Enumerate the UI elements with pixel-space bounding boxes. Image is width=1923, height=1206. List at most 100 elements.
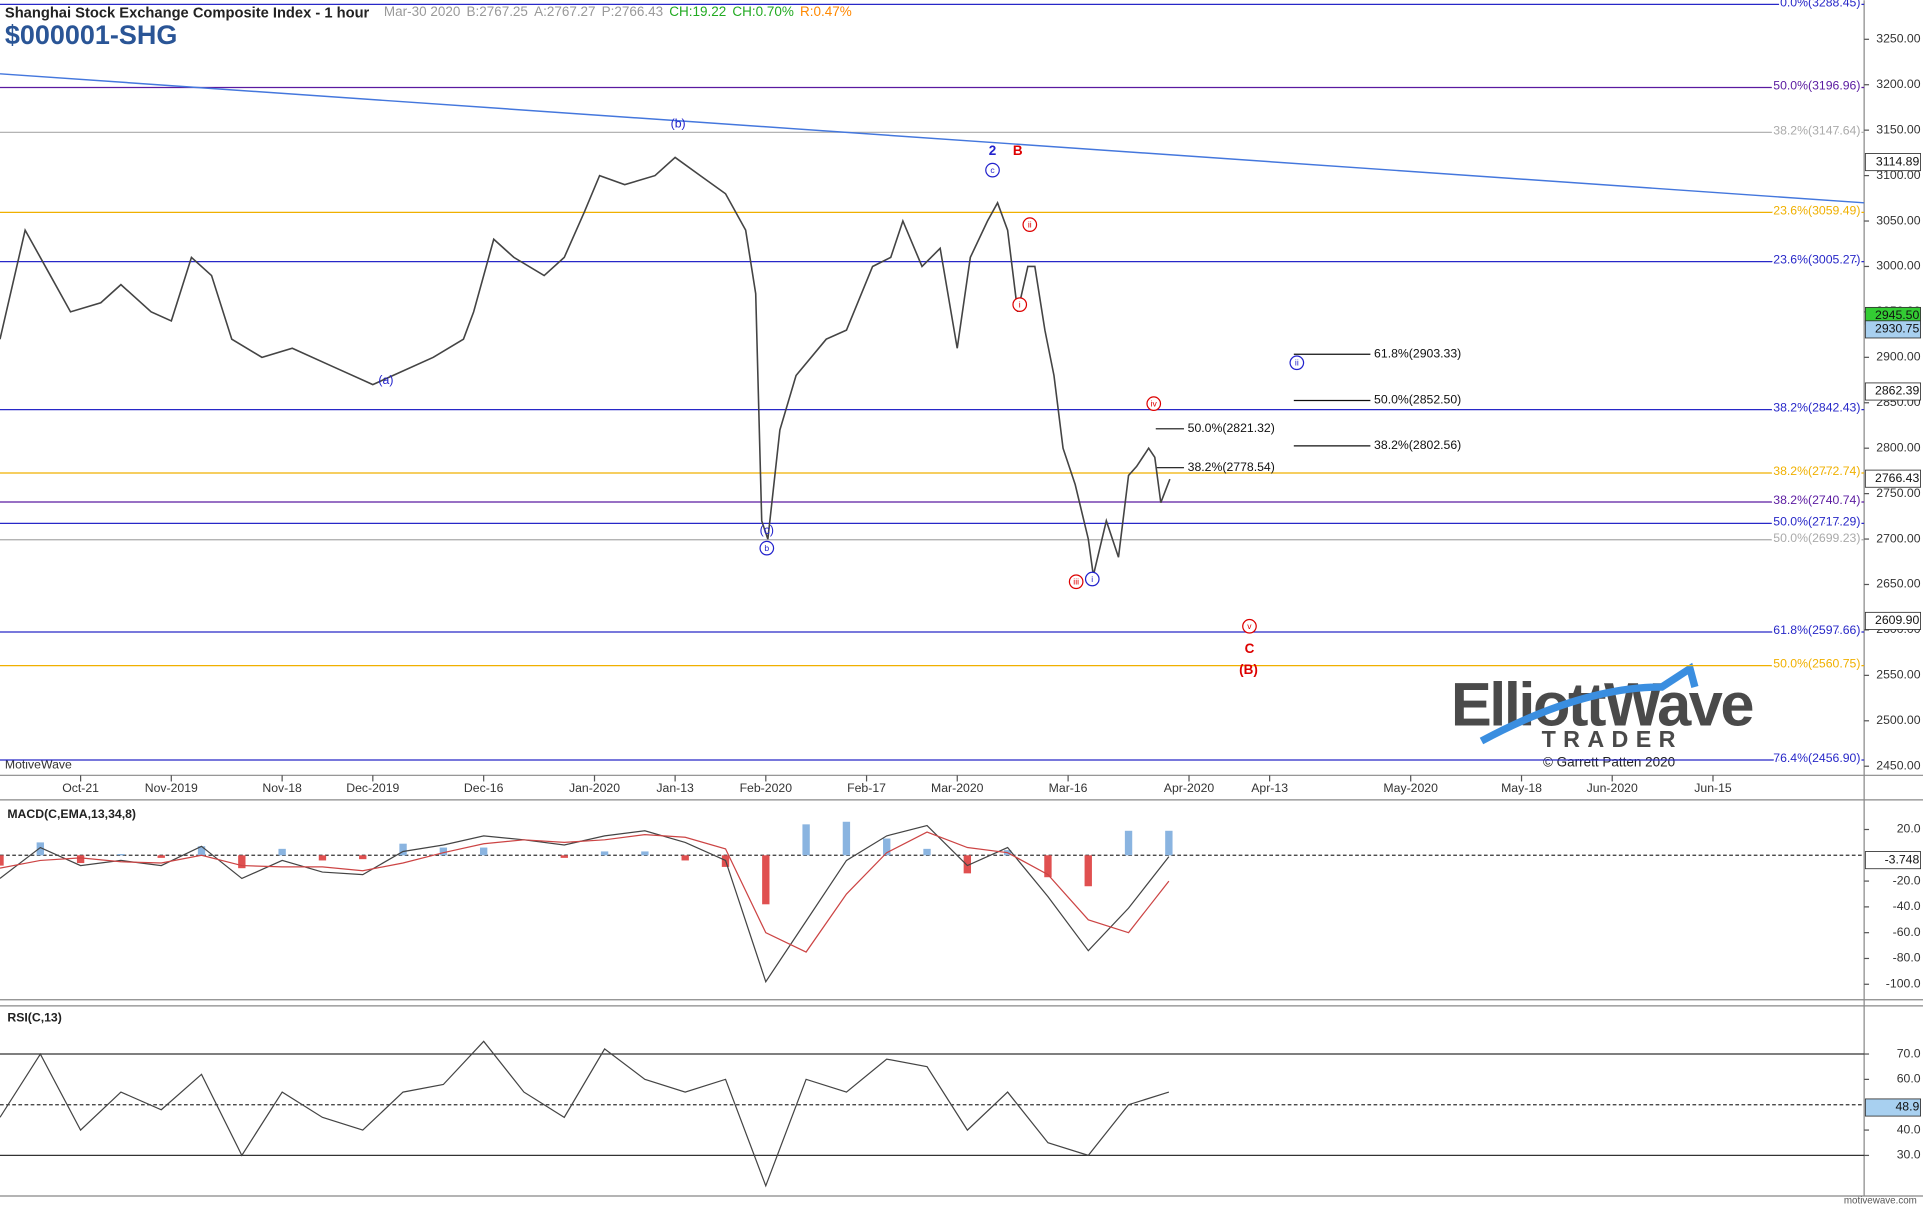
x-tick-label: Dec-2019 — [346, 781, 399, 795]
wave-circle — [1022, 217, 1038, 233]
y-tick-label: 20.0 — [1897, 822, 1921, 836]
price-tag-label: 48.9 — [1895, 1100, 1919, 1114]
price-tag-label: 2862.39 — [1875, 384, 1919, 398]
histogram-bar — [278, 848, 286, 856]
panel-title: MACD(C,EMA,13,34,8) — [7, 807, 136, 821]
wave-label: (b) — [671, 117, 686, 131]
wave-circle — [1146, 396, 1162, 412]
x-tick-label: Feb-2020 — [740, 781, 793, 795]
source: MotiveWave — [5, 758, 72, 772]
histogram-bar — [197, 846, 206, 856]
trend-line — [0, 73, 1865, 204]
projection-label: 61.8%(2903.33) — [1374, 347, 1461, 361]
histogram-bar — [117, 854, 125, 856]
quote-field: Mar-30 2020 — [384, 4, 460, 19]
y-tick-label: 3250.00 — [1876, 32, 1920, 46]
histogram-bar — [600, 851, 609, 856]
price-line — [0, 156, 1171, 576]
x-tick-label: May-2020 — [1383, 781, 1438, 795]
copyright: © Garrett Patten 2020 — [1543, 755, 1675, 770]
y-tick-label: 70.0 — [1897, 1046, 1921, 1060]
fib-level-label: 23.6%(3005.27) — [1773, 253, 1860, 267]
price-tag-label: 2930.75 — [1875, 322, 1919, 336]
x-tick-label: Apr-13 — [1251, 781, 1288, 795]
y-tick-label: 2650.00 — [1876, 577, 1920, 591]
y-tick-label: 3200.00 — [1876, 77, 1920, 91]
price-tag — [1864, 382, 1921, 401]
rsi-line — [0, 1040, 1170, 1188]
price-tag — [1864, 1098, 1921, 1117]
wave-label: 2 — [989, 143, 997, 158]
fib-level-label: 50.0%(2717.29) — [1773, 514, 1860, 528]
price-tag-label: 2609.90 — [1875, 613, 1919, 627]
y-tick-label: 60.0 — [1897, 1072, 1921, 1086]
x-tick-label: May-18 — [1501, 781, 1542, 795]
projection-label: 50.0%(2821.32) — [1188, 421, 1275, 435]
x-tick-label: Nov-2019 — [145, 781, 198, 795]
wave-label: (B) — [1239, 662, 1258, 677]
x-tick-label: Dec-16 — [464, 781, 504, 795]
histogram-bar — [479, 847, 488, 856]
logo-swoosh — [1479, 662, 1699, 745]
y-tick-label: -100.0 — [1886, 976, 1921, 990]
histogram-bar — [883, 838, 891, 856]
quote-field: A:2767.27 — [534, 4, 595, 19]
fib-level-label: 23.6%(3059.49) — [1773, 203, 1860, 217]
fib-level-label: 38.2%(2842.43) — [1773, 401, 1860, 415]
macd-line — [0, 831, 1170, 953]
wave-circle — [1289, 355, 1305, 371]
logo-subtext: TRADER — [1542, 726, 1683, 752]
histogram-bar — [1124, 830, 1133, 856]
fib-level-label: 50.0%(2560.75) — [1773, 657, 1860, 671]
histogram-bar — [762, 855, 770, 905]
panel-title: RSI(C,13) — [7, 1010, 61, 1024]
price-tag-label: -3.748 — [1885, 852, 1920, 866]
price-tag — [1864, 320, 1921, 339]
fib-level-label: 0.0%(3288.45) — [1780, 0, 1860, 9]
quote-field: R:0.47% — [800, 4, 852, 19]
histogram-bar — [681, 855, 689, 861]
macd-line — [0, 824, 1170, 984]
price-tag-label: 3114.89 — [1876, 154, 1920, 168]
fib-level-label: 76.4%(2456.90) — [1773, 751, 1860, 765]
price-tag — [1864, 469, 1921, 488]
fib-level-label: 50.0%(3196.96) — [1773, 78, 1860, 92]
fib-level-label: 38.2%(2740.74) — [1773, 493, 1860, 507]
histogram-bar — [560, 855, 568, 858]
histogram-bar — [1084, 855, 1092, 887]
histogram-bar — [641, 851, 649, 856]
histogram-bar — [76, 855, 85, 864]
y-tick-label: 2900.00 — [1876, 350, 1920, 364]
fib-level-label: 38.2%(2772.74) — [1773, 464, 1860, 478]
y-tick-label: 3100.00 — [1876, 168, 1920, 182]
wave-label: ii — [1295, 358, 1299, 368]
y-tick-label: 2450.00 — [1876, 758, 1920, 772]
histogram-bar — [923, 848, 931, 856]
x-tick-label: Mar-16 — [1049, 781, 1088, 795]
x-tick-label: Jan-2020 — [569, 781, 620, 795]
x-tick-label: Jun-2020 — [1587, 781, 1638, 795]
watermark: motivewave.com — [1844, 1195, 1917, 1206]
y-tick-label: -80.0 — [1893, 951, 1921, 965]
price-tag — [1864, 851, 1921, 870]
wave-circle — [1242, 618, 1257, 634]
histogram-bar — [318, 855, 327, 861]
histogram-bar — [0, 855, 4, 866]
wave-label: ii — [1028, 220, 1032, 230]
wave-label: B — [1013, 143, 1023, 158]
quote-field: B:2767.25 — [466, 4, 527, 19]
price-tag-label: 2945.50 — [1875, 308, 1919, 322]
wave-circle — [985, 162, 1000, 178]
wave-label: i — [1019, 300, 1021, 310]
fib-level-label: 50.0%(2699.23) — [1773, 531, 1860, 545]
wave-circle — [1068, 574, 1084, 590]
y-tick-label: -40.0 — [1893, 899, 1921, 913]
y-tick-label: 3050.00 — [1876, 213, 1920, 227]
histogram-bar — [1044, 855, 1052, 878]
histogram-bar — [802, 824, 810, 856]
y-tick-label: 3000.00 — [1876, 259, 1920, 273]
projection-label: 38.2%(2778.54) — [1188, 460, 1275, 474]
x-tick-label: Jan-13 — [656, 781, 694, 795]
histogram-bar — [439, 847, 448, 856]
